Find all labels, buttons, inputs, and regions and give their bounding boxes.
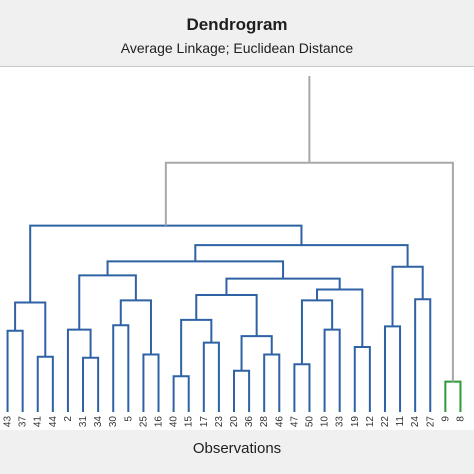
leaf-tick-label: 47 (289, 416, 300, 428)
dendrogram-link (391, 265, 424, 327)
leaf-tick-label: 10 (320, 416, 331, 428)
leaf-tick-label: 31 (78, 416, 89, 428)
leaf-tick-label: 2 (63, 416, 74, 422)
dendrogram-link (293, 363, 311, 412)
leaf-tick-label: 44 (48, 416, 59, 428)
leaf-tick-label: 41 (33, 416, 44, 428)
dendrogram-link (82, 356, 100, 412)
leaf-tick-label: 25 (138, 416, 149, 428)
dendrogram-link (323, 328, 341, 412)
dendrogram-link (233, 369, 251, 412)
dendrogram-links (6, 76, 462, 412)
leaf-tick-labels: 43 37 41 44 2 31 34 30 5 25 16 40 15 17 23 20 36 28 46 47 50… (3, 416, 467, 428)
leaf-tick-label: 36 (244, 416, 255, 428)
dendrogram-link (383, 325, 402, 412)
dendrogram-link (195, 293, 258, 337)
dendrogram-link (414, 298, 432, 412)
dendrogram-link (444, 380, 462, 412)
dendrogram-link (6, 329, 24, 412)
leaf-tick-label: 5 (123, 416, 134, 422)
dendrogram-link (180, 318, 213, 377)
x-axis-label: Observations (192, 440, 282, 457)
dendrogram-link (66, 328, 92, 412)
dendrogram-link (240, 335, 273, 371)
dendrogram-link (263, 353, 281, 412)
dendrogram-link (225, 277, 341, 295)
leaf-tick-label: 17 (199, 416, 210, 428)
leaf-tick-label: 20 (229, 416, 240, 428)
leaf-tick-label: 12 (365, 416, 376, 428)
leaf-tick-label: 34 (93, 416, 104, 428)
dendrogram-link (78, 274, 137, 330)
dendrogram-link (29, 224, 303, 303)
leaf-tick-label: 43 (3, 416, 14, 428)
chart-header: Dendrogram Average Linkage; Euclidean Di… (0, 0, 474, 67)
leaf-tick-label: 11 (395, 416, 406, 427)
dendrogram-link (172, 375, 190, 412)
leaf-tick-label: 16 (154, 416, 165, 428)
leaf-tick-label: 23 (214, 416, 225, 428)
dendrogram-link (36, 355, 54, 412)
dendrogram-link (14, 301, 47, 357)
leaf-tick-label: 19 (350, 416, 361, 428)
dendrogram-link (119, 299, 152, 355)
chart-title: Dendrogram (186, 15, 288, 34)
dendrogram-link (194, 244, 409, 267)
leaf-tick-label: 30 (108, 416, 119, 428)
leaf-tick-label: 27 (425, 416, 436, 428)
dendrogram-link (142, 353, 160, 412)
dendrogram-link (353, 345, 371, 412)
leaf-tick-label: 24 (410, 416, 421, 428)
chart-footer: Observations (0, 430, 474, 474)
dendrogram-plot: 43 37 41 44 2 31 34 30 5 25 16 40 15 17 23 20 36 28 46 47 50… (3, 76, 467, 428)
leaf-tick-label: 15 (184, 416, 195, 428)
dendrogram-link (112, 324, 130, 412)
dendrogram-link (164, 161, 454, 382)
chart-subtitle: Average Linkage; Euclidean Distance (120, 40, 354, 56)
leaf-tick-label: 8 (455, 416, 466, 422)
leaf-tick-label: 9 (440, 416, 451, 422)
leaf-tick-label: 37 (18, 416, 29, 428)
leaf-tick-label: 22 (380, 416, 391, 428)
leaf-tick-label: 40 (169, 416, 180, 428)
leaf-tick-label: 46 (274, 416, 285, 428)
dendrogram-link (300, 299, 334, 365)
dendrogram-link (202, 341, 220, 412)
leaf-tick-label: 33 (335, 416, 346, 428)
leaf-tick-label: 28 (259, 416, 270, 428)
leaf-tick-label: 50 (304, 416, 315, 428)
